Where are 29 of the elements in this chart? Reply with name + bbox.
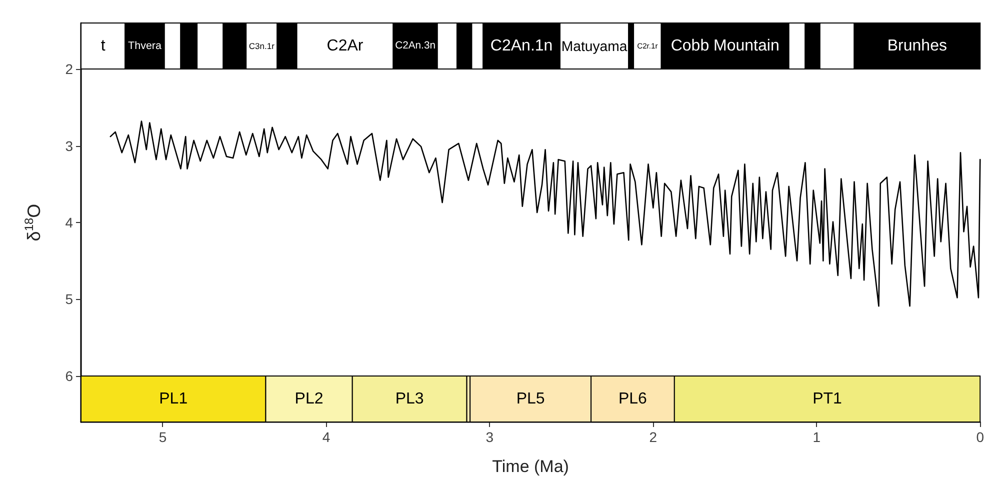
band-label: C2An.1n: [490, 38, 553, 55]
band-label: t: [100, 38, 106, 55]
band-label: C3n.1r: [248, 41, 275, 52]
y-axis-title: δ18O: [22, 204, 44, 242]
y-tick-label: 5: [65, 291, 74, 308]
band-label: C2An.3n: [395, 40, 436, 52]
y-tick-label: 3: [65, 138, 74, 154]
band-label: Matuyama: [561, 38, 628, 54]
x-tick-label: 5: [158, 429, 167, 445]
x-tick-label: 0: [976, 429, 984, 445]
band-label: Brunhes: [887, 38, 947, 55]
x-tick-label: 4: [322, 429, 330, 445]
band-label: C2Ar: [326, 38, 364, 55]
band-label: PL5: [516, 390, 545, 408]
band-label: Cobb Mountain: [670, 38, 780, 55]
y-tick-label: 4: [65, 214, 74, 230]
band-label: Thvera: [128, 40, 162, 52]
x-tick-label: 1: [812, 429, 821, 445]
band-label: PL3: [395, 390, 424, 408]
band-label: PT1: [812, 390, 842, 408]
band-label: PL1: [159, 390, 188, 408]
band-label: PL6: [618, 390, 648, 408]
y-tick-label: 2: [65, 61, 74, 78]
x-tick-label: 3: [486, 429, 494, 445]
line-series: [110, 120, 981, 307]
y-tick-label: 6: [65, 368, 74, 384]
x-tick-label: 2: [649, 429, 658, 445]
x-axis-title: Time (Ma): [492, 457, 569, 476]
band-label: PL2: [294, 390, 324, 408]
